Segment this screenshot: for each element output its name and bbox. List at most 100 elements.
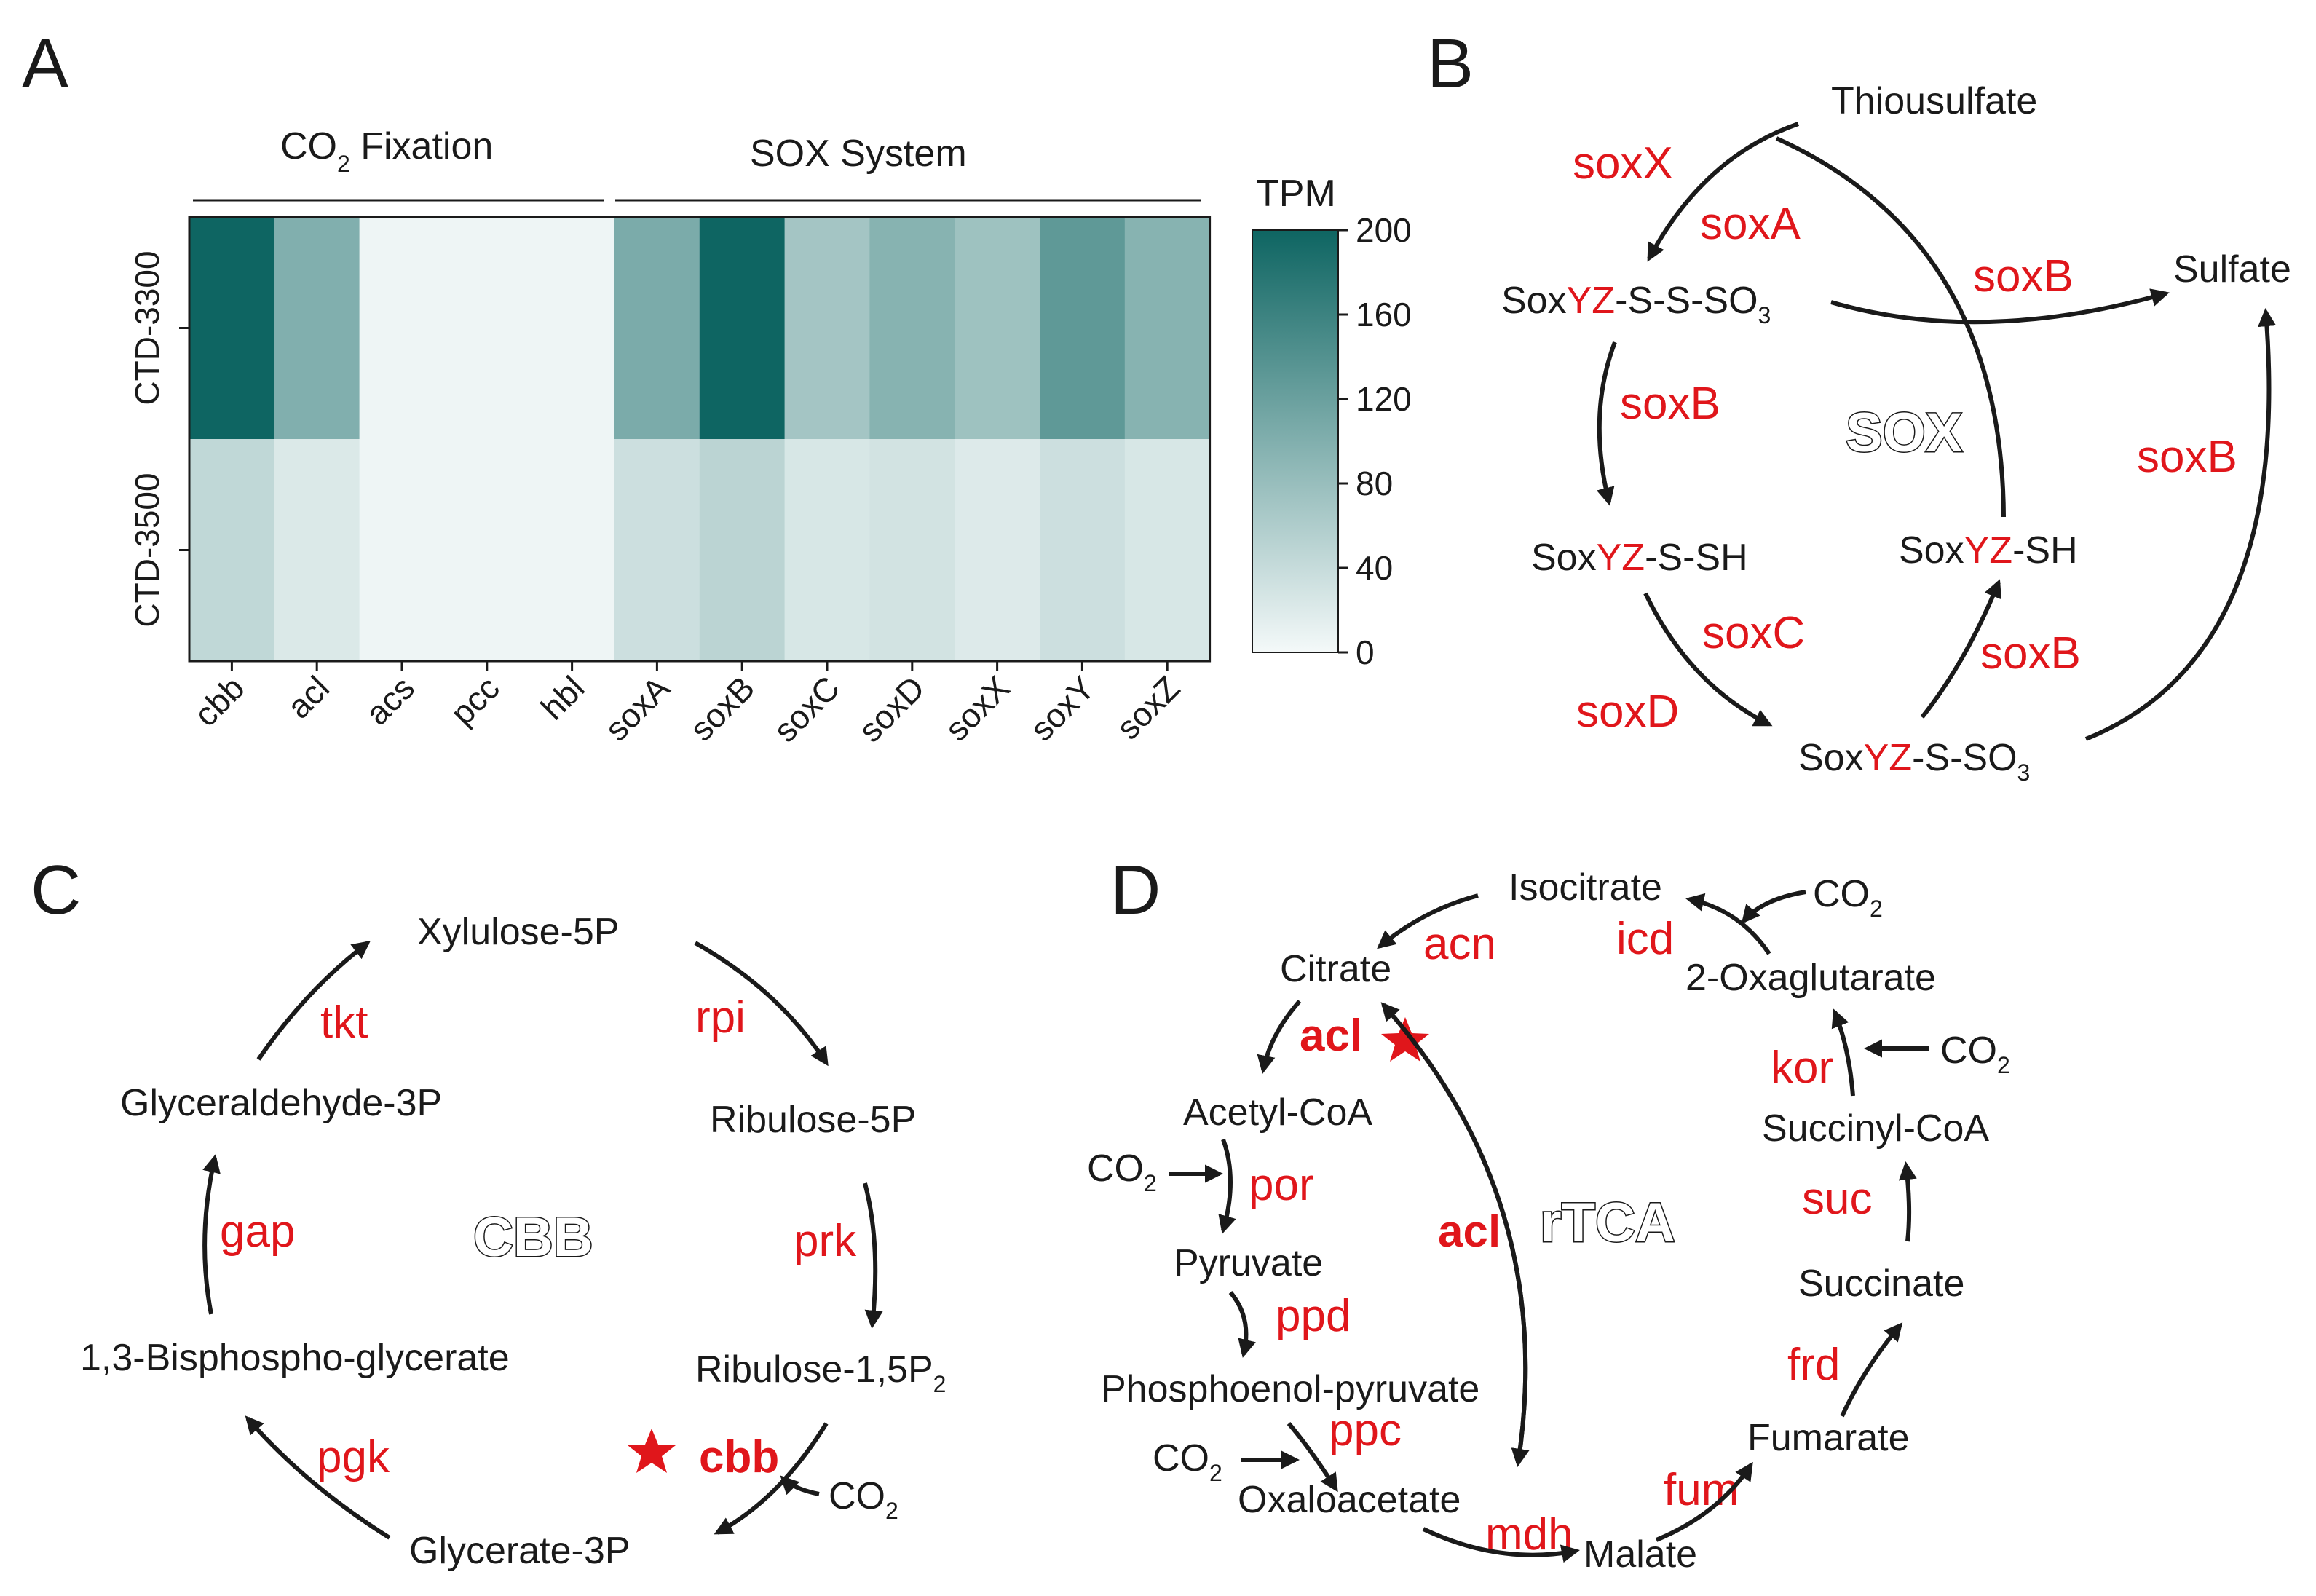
enzyme-soxD: soxD: [1576, 687, 1679, 737]
enzyme-acn: acn: [1423, 919, 1496, 969]
arrow-glyceraldehyde-to-xylulose: [256, 940, 371, 1061]
x-label-soxY: soxY: [1022, 668, 1102, 748]
pyruvate-node: Pyruvate: [1174, 1242, 1323, 1284]
heatmap-cell-CTD-3500-soxD: [869, 439, 955, 662]
oxaloacetate-node: Oxaloacetate: [1238, 1479, 1461, 1521]
arrow-co2-into-cbb: [780, 1475, 820, 1496]
heatmap-cell-CTD-3500-soxC: [784, 439, 870, 662]
citrate-node: Citrate: [1280, 948, 1391, 990]
arrow-acetylcoa-to-pyruvate: [1218, 1138, 1236, 1234]
soxyz-s-sh-node: SoxYZ-S-SH: [1531, 537, 1748, 579]
x-label-acl: acl: [280, 668, 336, 725]
enzyme-soxX: soxX: [1573, 138, 1673, 189]
heatmap-cell-CTD-3500-cbb: [189, 439, 275, 662]
arrow-succinate-to-succinylcoa: [1898, 1161, 1917, 1242]
soxyz-sh-node: SoxYZ-SH: [1899, 529, 2078, 572]
malate-node: Malate: [1584, 1533, 1697, 1576]
soxyz-s-so3-node: SoxYZ-S-SO3: [1798, 737, 2030, 786]
colorbar-label-80: 80: [1356, 465, 1393, 502]
colorbar-label-40: 40: [1356, 549, 1393, 587]
arrow-pep-to-oxaloacetate: [1287, 1422, 1338, 1493]
heatmap-cell-CTD-3300-soxC: [784, 217, 870, 440]
enzyme-ppd: ppd: [1276, 1291, 1351, 1341]
x-label-cbb: cbb: [186, 668, 251, 733]
enzyme-tkt: tkt: [320, 998, 368, 1048]
heatmap-cell-CTD-3300-hbl: [529, 217, 615, 440]
enzyme-soxC: soxC: [1702, 608, 1805, 658]
enzyme-soxA: soxA: [1700, 199, 1801, 249]
enzyme-kor: kor: [1771, 1043, 1833, 1093]
xylulose-node: Xylulose-5P: [417, 911, 619, 953]
acetylcoa-node: Acetyl-CoA: [1183, 1091, 1372, 1134]
group-label-co2-fixation: CO2 Fixation: [280, 125, 493, 177]
enzyme-rpi: rpi: [695, 992, 746, 1043]
x-label-soxX: soxX: [938, 668, 1017, 748]
heatmap-cell-CTD-3500-acl: [274, 439, 360, 662]
enzyme-prk: prk: [794, 1216, 857, 1266]
y-label-CTD-3500: CTD-3500: [128, 473, 166, 627]
panel-a-label: A: [22, 25, 68, 103]
enzyme-frd: frd: [1787, 1340, 1840, 1390]
heatmap-cell-CTD-3500-soxA: [614, 439, 700, 662]
enzyme-soxB-right: soxB: [2137, 432, 2237, 482]
succinate-node: Succinate: [1798, 1263, 1964, 1305]
enzyme-ppc: ppc: [1329, 1405, 1402, 1455]
enzyme-acl-bold: acl: [1300, 1011, 1362, 1061]
heatmap-cell-CTD-3500-soxZ: [1124, 439, 1211, 662]
heatmap-cell-CTD-3300-pcc: [444, 217, 530, 440]
arrow-sso3-to-sh: [1920, 579, 2002, 719]
star-icon-acl: [1381, 1017, 1429, 1062]
co2-node-ppc: CO2: [1153, 1437, 1222, 1486]
heatmap-cell-CTD-3500-soxB: [699, 439, 786, 662]
arrow-thiosulfate-to-soxyzsss: [1647, 122, 1799, 262]
heatmap-cell-CTD-3300-soxD: [869, 217, 955, 440]
colorbar: [1252, 229, 1339, 653]
panel-b: B Thiousulfate Sulfate SoxYZ-S-S-SO3 Sox…: [1427, 25, 2291, 786]
x-label-hbl: hbl: [533, 668, 591, 727]
enzyme-acl-mid: acl: [1438, 1206, 1501, 1257]
heatmap-cell-CTD-3500-pcc: [444, 439, 530, 662]
heatmap-cell-CTD-3500-soxX: [955, 439, 1040, 662]
colorbar-label-0: 0: [1356, 633, 1375, 671]
heatmap-frame: [188, 216, 1212, 663]
enzyme-soxB-top: soxB: [1973, 251, 2074, 301]
heatmap-cells: [189, 217, 1211, 662]
arrow-soxyzsh-to-thiosulfate: [1775, 136, 2006, 518]
panel-c: C Xylulose-5P Ribulose-5P Ribulose-1,5P2…: [31, 851, 946, 1572]
arrow-xylulose-to-ribulose5p: [694, 941, 829, 1067]
arrow-citrate-to-acetylcoa: [1257, 1000, 1302, 1074]
x-label-soxB: soxB: [682, 668, 762, 748]
arrow-ribulose15-to-glycerate: [714, 1422, 829, 1535]
enzyme-suc: suc: [1802, 1174, 1872, 1224]
arrow-oxaglutarate-to-isocitrate: [1685, 893, 1771, 955]
arrow-malate-to-fumarate: [1655, 1461, 1753, 1542]
x-label-acs: acs: [358, 668, 422, 732]
arrow-fumarate-to-succinate: [1840, 1322, 1903, 1418]
pep-node: Phosphoenol-pyruvate: [1101, 1368, 1479, 1410]
enzyme-icd: icd: [1616, 914, 1674, 964]
heatmap-cell-CTD-3500-hbl: [529, 439, 615, 662]
cbb-center-title: CBB: [473, 1206, 593, 1268]
arrow-pyruvate-to-pep: [1228, 1291, 1256, 1358]
panel-c-label: C: [31, 851, 81, 929]
heatmap-cell-CTD-3300-soxZ: [1124, 217, 1211, 440]
heatmap-cell-CTD-3300-soxY: [1040, 217, 1126, 440]
x-label-soxA: soxA: [597, 668, 676, 748]
panel-b-label: B: [1427, 25, 1474, 103]
thiosulfate-node: Thiousulfate: [1831, 80, 2037, 122]
arrow-to-sulfate-top: [1830, 288, 2170, 325]
ribulose5p-node: Ribulose-5P: [710, 1099, 916, 1141]
x-label-pcc: pcc: [443, 668, 506, 732]
arrow-succinylcoa-to-oxaglutarate: [1831, 1008, 1855, 1097]
panel-a: A CO2 Fixation SOX System cbb acl acs pcc hb…: [22, 25, 1412, 749]
arrow-glycerate-to-bisphospho: [245, 1415, 391, 1540]
enzyme-fum: fum: [1664, 1465, 1739, 1515]
ribulose15-node: Ribulose-1,5P2: [695, 1348, 946, 1397]
arrow-co2-into-icd: [1741, 890, 1806, 924]
heatmap-cell-CTD-3300-soxB: [699, 217, 786, 440]
panel-d-label: D: [1110, 851, 1161, 929]
group-label-sox: SOX System: [750, 133, 967, 175]
rtca-center-title: rTCA: [1540, 1192, 1675, 1254]
panel-d: D Isocitrate Citrate 2-Oxaglutarate Acet…: [1087, 851, 2010, 1576]
